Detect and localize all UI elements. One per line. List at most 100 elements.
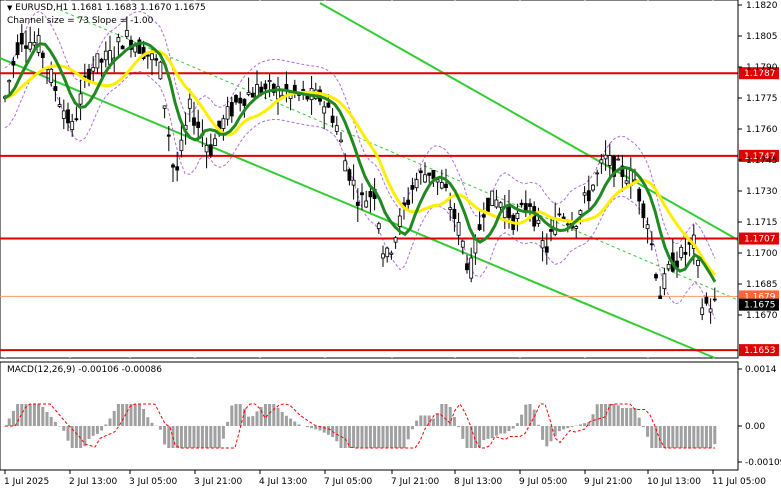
candle-body: [460, 240, 465, 248]
candle-body: [166, 134, 171, 137]
current-price-label: 1.1675: [744, 301, 776, 311]
time-label: 10 Jul 13:00: [647, 477, 701, 487]
level-label: 1.1787: [744, 69, 776, 79]
time-label: 7 Jul 21:00: [391, 477, 440, 487]
macd-bar: [242, 408, 246, 426]
macd-bar: [53, 421, 57, 426]
candle-body: [61, 110, 66, 119]
candle-body: [70, 120, 75, 130]
candle-body: [74, 118, 79, 121]
candle-body: [364, 200, 369, 208]
candle-body: [221, 118, 226, 129]
macd-bar: [352, 426, 356, 448]
candle-body: [607, 155, 612, 166]
macd-bar: [230, 405, 234, 426]
macd-bar: [192, 426, 196, 448]
level-label-bg: [739, 149, 779, 162]
moving-averages: [4, 41, 717, 283]
dropdown-triangle-icon[interactable]: ▼: [7, 4, 13, 12]
candle-body: [171, 164, 175, 168]
macd-bar: [146, 417, 150, 426]
current-price-bg: [739, 298, 779, 311]
macd-bar: [335, 426, 339, 442]
candle-body: [116, 37, 121, 43]
macd-bar: [688, 426, 692, 448]
macd-bar: [158, 426, 162, 430]
macd-bar: [704, 426, 708, 448]
candle-body: [192, 117, 196, 126]
candle-body: [540, 240, 545, 249]
candle-body: [259, 86, 264, 93]
candle-body: [536, 219, 541, 224]
price-tick-label: 1.1700: [746, 249, 778, 259]
candle-body: [271, 83, 276, 93]
candle-body: [645, 224, 650, 229]
candle-body: [406, 199, 411, 205]
macd-bar: [247, 416, 251, 426]
macd-bar: [398, 426, 402, 448]
time-label: 4 Jul 13:00: [259, 477, 308, 487]
macd-bar: [74, 426, 78, 448]
macd-bar: [343, 426, 347, 448]
candle-body: [234, 94, 238, 103]
macd-bar: [66, 426, 70, 441]
macd-bar: [322, 426, 326, 433]
macd-bar: [410, 426, 414, 430]
candle-body: [574, 226, 579, 229]
macd-bar: [184, 426, 188, 448]
time-label: 9 Jul 21:00: [584, 477, 633, 487]
macd-bar: [238, 404, 242, 426]
candle-body: [414, 179, 419, 189]
candle-body: [431, 169, 436, 180]
macd-bar: [620, 408, 624, 426]
candle-body: [603, 154, 608, 160]
macd-bar: [713, 426, 717, 445]
macd-bar: [20, 404, 24, 426]
macd-bar: [87, 426, 91, 439]
macd-bar: [637, 417, 641, 426]
candle-body: [444, 183, 448, 188]
candle-body: [267, 79, 272, 83]
candle-body: [679, 246, 684, 258]
macd-bar: [679, 426, 683, 448]
macd-bar: [423, 415, 427, 426]
macd-bar: [427, 415, 431, 426]
macd-bar: [465, 426, 469, 448]
macd-bar: [650, 426, 654, 448]
macd-bar: [515, 423, 519, 426]
symbol-ohlc: EURUSD,H1 1.1681 1.1683 1.1670 1.1675: [15, 3, 206, 13]
macd-bar: [41, 406, 45, 426]
ma-fast-line: [4, 41, 717, 283]
envelope-upper: [4, 10, 716, 259]
macd-bar: [658, 426, 662, 448]
macd-bar: [276, 407, 280, 426]
candle-body: [95, 53, 100, 69]
macd-bar: [234, 404, 238, 426]
candle-body: [120, 45, 125, 50]
candle-body: [28, 42, 33, 50]
macd-bar: [133, 404, 137, 426]
macd-bar: [179, 426, 183, 448]
macd-bar: [289, 418, 293, 426]
candle-body: [708, 308, 713, 313]
candle-body: [137, 39, 142, 54]
candle-body: [91, 67, 96, 72]
macd-bar: [675, 426, 679, 448]
macd-bar: [654, 426, 658, 448]
symbol-header: ▼ EURUSD,H1 1.1681 1.1683 1.1670 1.1675: [7, 2, 206, 14]
ma-slow-line: [4, 49, 717, 276]
hidden-price-label: 1.1679: [744, 292, 776, 302]
macd-bar: [608, 404, 612, 426]
candle-body: [612, 155, 616, 177]
macd-bar: [532, 409, 536, 426]
candle-body: [423, 174, 427, 183]
macd-axis: 0.0014 0.00 -0.00109: [737, 362, 781, 470]
macd-bar: [293, 421, 297, 426]
candle-body: [162, 105, 167, 109]
envelope-lower: [4, 70, 716, 319]
level-label: 1.1707: [744, 235, 776, 245]
candle-body: [519, 202, 524, 206]
price-tick-label: 1.1805: [746, 32, 778, 42]
candle-body: [498, 202, 503, 208]
